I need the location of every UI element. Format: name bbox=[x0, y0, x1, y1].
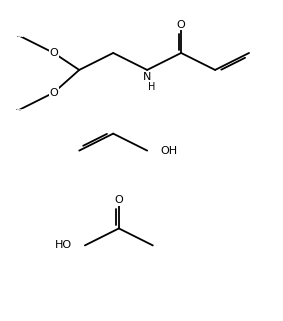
Text: O: O bbox=[177, 20, 185, 30]
Text: H: H bbox=[148, 82, 155, 92]
Text: O: O bbox=[50, 48, 58, 58]
Text: HO: HO bbox=[55, 240, 72, 250]
Text: OH: OH bbox=[160, 146, 177, 156]
Text: N: N bbox=[143, 72, 151, 82]
Text: O: O bbox=[50, 88, 58, 98]
Text: methoxy2: methoxy2 bbox=[16, 109, 23, 110]
Text: O: O bbox=[115, 195, 123, 205]
Text: methoxy: methoxy bbox=[17, 35, 23, 37]
